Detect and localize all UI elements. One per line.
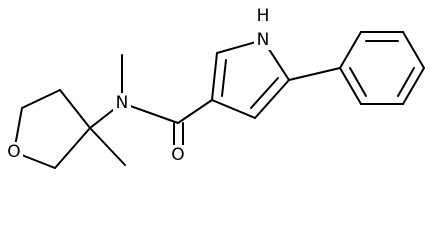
bond — [402, 31, 425, 69]
bond — [349, 67, 367, 97]
bond — [339, 31, 362, 69]
bond — [21, 89, 61, 109]
molecule-diagram: N H N O O — [5, 6, 425, 169]
atom-label: O — [7, 142, 20, 162]
bond — [54, 127, 91, 169]
bond — [89, 127, 126, 166]
bond — [288, 67, 341, 81]
bond — [254, 79, 290, 119]
bond — [402, 67, 425, 105]
bond — [211, 52, 218, 101]
bond — [177, 99, 213, 124]
label-background — [254, 30, 272, 50]
bond — [221, 59, 227, 97]
atom-labels: N H N O O — [5, 6, 272, 165]
bond — [397, 67, 415, 97]
bond — [339, 67, 362, 105]
bond — [59, 89, 91, 129]
label-background — [5, 142, 23, 162]
bond — [211, 99, 256, 119]
bond — [121, 102, 179, 124]
bond — [250, 77, 279, 109]
atom-label: O — [171, 145, 184, 165]
atom-label: N — [257, 30, 270, 50]
label-background — [169, 145, 187, 165]
atom-label: H — [257, 6, 270, 26]
label-background — [113, 93, 131, 113]
bonds — [13, 31, 425, 169]
atom-label: N — [116, 93, 129, 113]
